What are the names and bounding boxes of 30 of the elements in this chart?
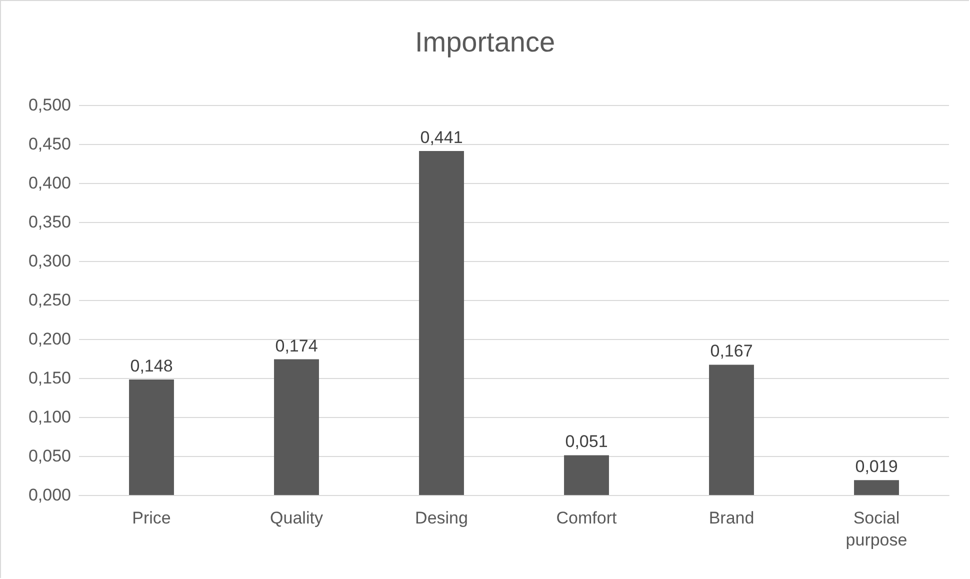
bar [564,455,609,495]
bar [419,151,464,495]
data-label: 0,148 [130,356,173,376]
data-label: 0,019 [855,457,898,476]
data-label: 0,167 [710,342,753,361]
y-tick-label: 0,000 [28,486,71,504]
bar [709,364,754,495]
bar [274,359,319,495]
x-tick-label: Brand [708,508,754,528]
y-tick-label: 0,100 [28,408,71,426]
y-tick-label: 0,250 [28,290,71,310]
y-tick-label: 0,500 [28,96,71,114]
x-tick-label: Quality [270,508,324,528]
y-tick-label: 0,400 [28,174,71,192]
y-tick-label: 0,350 [28,212,71,232]
x-tick-label: Price [132,508,171,528]
bar [129,380,174,495]
x-tick-label: Social purpose [846,508,908,550]
y-tick-label: 0,050 [28,446,71,466]
bar [854,480,899,495]
x-tick-label: Comfort [556,508,617,528]
data-label: 0,441 [420,128,463,148]
y-tick-label: 0,450 [28,134,71,154]
data-label: 0,051 [565,432,608,452]
y-tick-label: 0,200 [28,330,71,348]
y-tick-label: 0,300 [28,252,71,270]
x-tick-label: Desing [415,508,468,528]
data-label: 0,174 [275,336,318,356]
chart-title: Importance [414,26,556,58]
y-tick-label: 0,150 [28,368,71,388]
